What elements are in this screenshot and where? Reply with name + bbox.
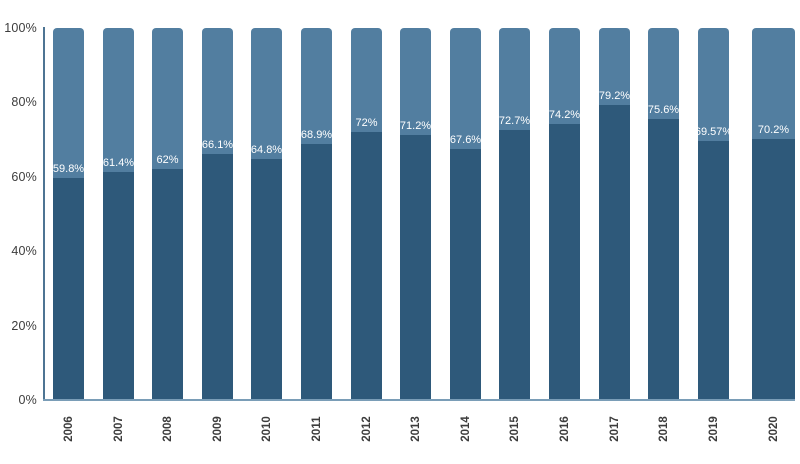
bar-segment-top: [400, 28, 431, 136]
bar-segment-top: [499, 28, 530, 130]
x-tick-label: 2020: [767, 416, 780, 442]
bar-value-label: 59.8%: [52, 162, 85, 175]
bar-segment-bottom: [648, 118, 679, 400]
x-tick-label: 2012: [360, 416, 373, 442]
bar-segment-top: [152, 28, 183, 170]
x-tick-label: 2017: [608, 416, 621, 442]
bar-value-label: 64.8%: [250, 143, 283, 156]
x-tick-label: 2019: [707, 416, 720, 442]
bar-value-label: 61.4%: [102, 156, 135, 169]
bar-segment-bottom: [202, 154, 233, 400]
x-tick-label: 2007: [112, 416, 125, 442]
bar-segment-top: [53, 28, 84, 178]
bar-segment-top: [103, 28, 134, 172]
bar-value-label: 79.2%: [598, 90, 631, 103]
bar-value-label: 66.1%: [201, 139, 234, 152]
y-tick-label: 100%: [4, 21, 37, 35]
bar-segment-top: [251, 28, 282, 159]
bar-segment-top: [648, 28, 679, 119]
bar-value-label: 74.2%: [548, 108, 581, 121]
bar-value-label: 72%: [355, 117, 378, 130]
x-tick-label: 2008: [161, 416, 174, 442]
bar-segment-top: [351, 28, 382, 133]
x-tick-label: 2015: [508, 416, 521, 442]
bar-value-label: 72.7%: [498, 114, 531, 127]
bar-segment-top: [599, 28, 630, 106]
bar-value-label: 62%: [156, 154, 179, 167]
bar-segment-top: [301, 28, 332, 144]
x-tick-label: 2013: [409, 416, 422, 442]
x-tick-label: 2010: [260, 416, 273, 442]
bar-segment-bottom: [599, 105, 630, 400]
bar-segment-bottom: [549, 123, 580, 400]
x-tick-label: 2009: [211, 416, 224, 442]
y-tick-label: 60%: [11, 169, 37, 184]
x-tick-label: 2011: [310, 416, 323, 442]
y-tick-label: 40%: [11, 244, 37, 259]
bar-segment-bottom: [103, 171, 134, 400]
y-tick-label: 80%: [11, 95, 37, 110]
bar-segment-bottom: [698, 141, 729, 400]
bar-segment-bottom: [351, 132, 382, 400]
bar-segment-bottom: [251, 158, 282, 400]
bar-value-label: 68.9%: [300, 128, 333, 141]
bar-value-label: 75.6%: [647, 103, 680, 116]
bar-segment-top: [698, 28, 729, 142]
bar-segment-bottom: [400, 135, 431, 400]
bar-segment-bottom: [301, 143, 332, 400]
bar-value-label: 67.6%: [449, 133, 482, 146]
bar-segment-top: [202, 28, 233, 155]
bar-segment-top: [752, 28, 795, 139]
bar-value-label: 70.2%: [757, 123, 790, 136]
y-tick-label: 0%: [18, 393, 37, 407]
x-tick-label: 2006: [62, 416, 75, 442]
bar-segment-bottom: [450, 148, 481, 400]
bar-segment-top: [450, 28, 481, 149]
y-tick-label: 20%: [11, 318, 37, 333]
x-axis-line: [43, 399, 795, 401]
x-tick-label: 2014: [459, 416, 472, 442]
x-tick-label: 2016: [558, 416, 571, 442]
bar-segment-top: [549, 28, 580, 124]
bar-segment-bottom: [752, 138, 795, 400]
bar-segment-bottom: [499, 129, 530, 400]
bar-segment-bottom: [53, 177, 84, 400]
bar-value-label: 69.57%: [694, 126, 733, 139]
bar-value-label: 71.2%: [399, 120, 432, 133]
x-tick-label: 2018: [657, 416, 670, 442]
bar-segment-bottom: [152, 169, 183, 400]
y-axis-line: [43, 27, 45, 401]
